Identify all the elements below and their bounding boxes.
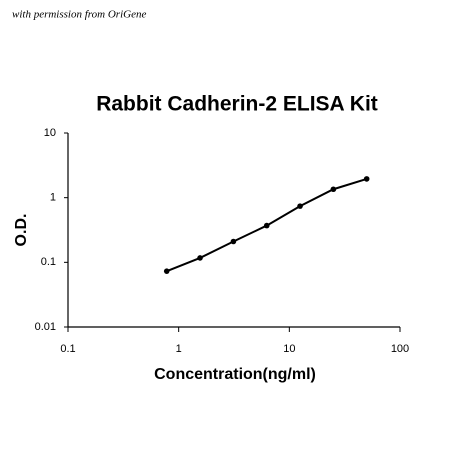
y-tick-label: 0.1 xyxy=(41,256,56,268)
data-point xyxy=(363,176,370,182)
x-tick-label: 1 xyxy=(176,343,182,355)
data-point xyxy=(230,238,237,245)
data-point xyxy=(297,203,303,209)
data-point xyxy=(163,268,170,274)
y-tick-label: 1 xyxy=(50,192,56,204)
y-axis-label: O.D. xyxy=(13,214,30,247)
data-point xyxy=(263,222,270,229)
data-point xyxy=(330,186,337,193)
chart-title: Rabbit Cadherin-2 ELISA Kit xyxy=(96,93,378,116)
x-tick-label: 0.1 xyxy=(60,343,75,355)
y-tick-label: 10 xyxy=(44,127,56,139)
x-axis-label: Concentration(ng/ml) xyxy=(154,366,316,383)
x-tick-label: 10 xyxy=(283,343,295,355)
y-tick-label: 0.01 xyxy=(35,321,56,333)
x-tick-label: 100 xyxy=(391,343,409,355)
data-point xyxy=(197,255,203,261)
annotation: with permission from OriGene xyxy=(12,9,146,21)
